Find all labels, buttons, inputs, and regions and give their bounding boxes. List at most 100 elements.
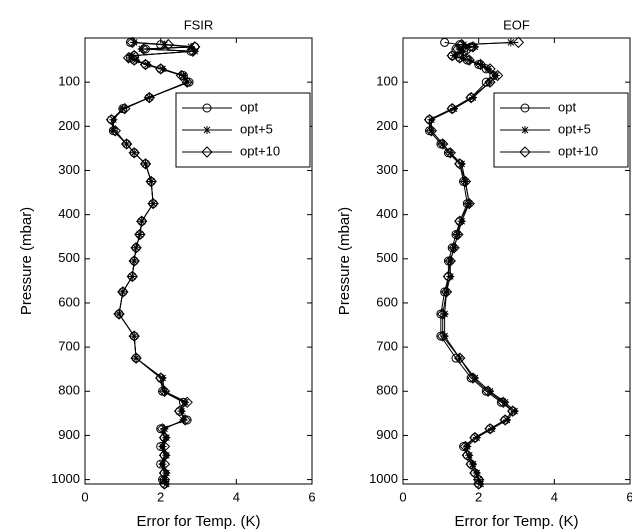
- data-point: [187, 45, 199, 57]
- y-tick-label: 100: [376, 74, 398, 89]
- y-tick-label: 500: [58, 250, 80, 265]
- data-point: [457, 217, 466, 226]
- plot-frame: [84, 37, 313, 485]
- data-point: [175, 69, 188, 82]
- data-point: [158, 460, 167, 469]
- x-tick-label: 6: [308, 489, 315, 504]
- data-point: [444, 147, 456, 159]
- data-point: [158, 374, 167, 383]
- data-point: [158, 458, 171, 470]
- data-point: [128, 255, 140, 267]
- data-point: [154, 372, 167, 384]
- data-point: [459, 440, 472, 453]
- data-point: [109, 115, 118, 124]
- data-point: [484, 423, 496, 435]
- data-point: [465, 451, 474, 460]
- data-point: [158, 64, 167, 73]
- data-point: [158, 473, 171, 486]
- data-point: [156, 423, 169, 435]
- legend-label: opt+5: [558, 121, 591, 136]
- data-point: [109, 126, 118, 135]
- y-tick-label: 800: [376, 383, 398, 398]
- data-point: [470, 374, 479, 383]
- data-point: [128, 147, 140, 159]
- y-tick-label: 1000: [51, 471, 80, 486]
- data-point: [503, 415, 512, 424]
- data-point: [105, 113, 118, 126]
- data-point: [181, 398, 190, 407]
- data-point: [446, 272, 455, 281]
- y-tick-label: 400: [58, 206, 80, 221]
- data-point: [448, 242, 460, 254]
- data-point: [467, 41, 479, 53]
- legend-marker: [201, 146, 213, 158]
- data-point: [507, 405, 519, 417]
- data-point: [457, 159, 466, 168]
- data-point: [158, 431, 171, 444]
- plot-frame: [402, 37, 631, 485]
- data-point: [162, 433, 171, 442]
- data-point: [491, 69, 504, 82]
- y-axis-label: Pressure (mbar): [336, 207, 353, 315]
- legend-marker: [519, 146, 531, 158]
- data-point: [423, 113, 436, 126]
- data-point: [181, 76, 193, 88]
- data-point: [130, 242, 142, 254]
- data-point: [109, 125, 121, 137]
- data-point: [425, 125, 438, 137]
- data-point: [122, 52, 135, 64]
- data-point: [126, 270, 138, 283]
- legend-label: opt: [558, 99, 576, 114]
- data-point: [510, 407, 519, 416]
- data-point: [158, 440, 171, 453]
- data-point: [158, 385, 171, 397]
- data-point: [470, 42, 479, 51]
- data-point: [126, 53, 135, 62]
- data-point: [139, 158, 152, 170]
- data-point: [484, 64, 493, 73]
- data-point: [173, 405, 186, 417]
- data-point: [465, 458, 477, 470]
- data-point: [442, 270, 455, 283]
- data-point: [118, 104, 127, 113]
- data-point: [179, 71, 188, 80]
- data-point: [440, 286, 453, 298]
- data-point: [128, 54, 140, 66]
- data-point: [120, 138, 133, 150]
- data-point: [482, 385, 494, 397]
- legend-label: opt+10: [558, 143, 598, 158]
- data-point: [459, 45, 472, 57]
- data-point: [459, 175, 472, 188]
- chart-title: FSIR: [184, 17, 214, 32]
- data-point: [158, 478, 171, 490]
- data-point: [463, 442, 472, 451]
- data-point: [484, 76, 496, 88]
- y-tick-label: 600: [58, 294, 80, 309]
- data-point: [512, 36, 525, 49]
- chart-title: EOF: [503, 17, 530, 32]
- data-point: [137, 43, 150, 55]
- data-point: [437, 308, 449, 320]
- data-point: [437, 138, 449, 150]
- data-point: [181, 396, 193, 409]
- y-tick-label: 900: [58, 427, 80, 442]
- legend-marker: [203, 126, 211, 134]
- data-point: [160, 424, 169, 433]
- legend-marker: [521, 126, 529, 134]
- y-tick-label: 900: [376, 427, 398, 442]
- data-point: [440, 309, 449, 318]
- data-point: [136, 215, 148, 227]
- data-point: [491, 71, 500, 80]
- data-point: [126, 36, 138, 49]
- data-point: [143, 60, 152, 69]
- data-point: [452, 228, 464, 241]
- y-tick-label: 200: [58, 118, 80, 133]
- data-point: [139, 58, 152, 71]
- data-point: [440, 37, 450, 47]
- data-point: [158, 467, 171, 479]
- data-point: [450, 51, 459, 60]
- data-point: [113, 308, 125, 320]
- y-tick-label: 300: [58, 162, 80, 177]
- data-point: [463, 54, 475, 66]
